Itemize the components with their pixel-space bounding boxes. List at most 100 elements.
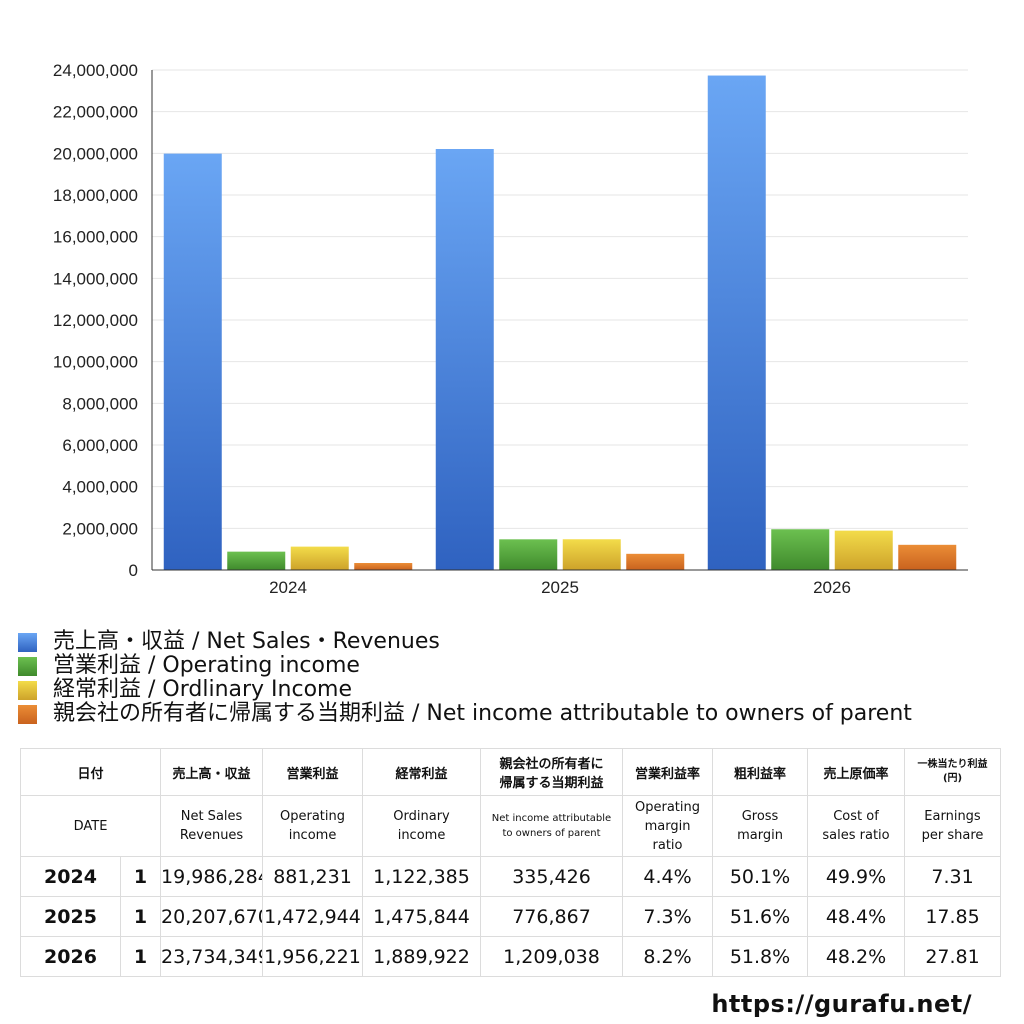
bar-2024-series-3 [354, 563, 413, 570]
header-cell: 経常利益 [362, 748, 482, 796]
value-cell: 50.1% [712, 856, 809, 897]
bar-2026-series-1 [771, 529, 830, 570]
header-cell: Net income attributable to owners of pare… [480, 795, 624, 857]
header-cell: DATE [19, 795, 162, 857]
bar-2024-series-1 [227, 551, 286, 570]
period-cell: 1 [119, 936, 162, 977]
y-tick-label: 22,000,000 [53, 103, 138, 122]
value-cell: 48.4% [807, 896, 906, 937]
bar-2025-series-0 [435, 149, 494, 570]
legend-swatch [18, 680, 37, 700]
bar-2026-series-0 [707, 75, 766, 570]
value-cell: 1,472,944 [262, 896, 364, 937]
y-tick-label: 20,000,000 [53, 144, 138, 163]
value-cell: 8.2% [622, 936, 714, 977]
legend-item: 営業利益 / Operating income [18, 654, 912, 678]
value-cell: 27.81 [904, 936, 1002, 977]
value-cell: 1,956,221 [262, 936, 364, 977]
value-cell: 881,231 [262, 856, 364, 897]
header-cell: Cost of sales ratio [807, 795, 906, 857]
header-cell: Operating income [262, 795, 364, 857]
header-row-jp: 日付 売上高・収益 営業利益 経常利益 親会社の所有者に 帰属する当期利益 営業利益率 粗利益… [19, 748, 1002, 796]
y-tick-label: 12,000,000 [53, 311, 138, 330]
header-cell: Net Sales Revenues [160, 795, 264, 857]
value-cell: 20,207,670 [160, 896, 264, 937]
legend-label: 経常利益 / Ordlinary Income [53, 677, 352, 702]
value-cell: 7.31 [904, 856, 1002, 897]
x-tick-label: 2026 [813, 578, 851, 597]
y-tick-label: 4,000,000 [62, 478, 138, 497]
value-cell: 51.8% [712, 936, 809, 977]
period-cell: 1 [119, 856, 162, 897]
header-cell: 粗利益率 [712, 748, 809, 796]
bar-2024-series-2 [290, 546, 349, 570]
header-cell: 営業利益率 [622, 748, 714, 796]
year-cell: 2025 [20, 896, 121, 937]
year-cell: 2026 [20, 936, 121, 977]
x-tick-label: 2024 [269, 578, 307, 597]
value-cell: 19,986,284 [160, 856, 264, 897]
value-cell: 51.6% [712, 896, 809, 937]
table-row: 2024 1 19,986,284 881,231 1,122,385 335,426 4.… [20, 856, 1002, 897]
bar-chart: 0 2,000,000 4,000,000 6,000,000 8,000,000 10,… [53, 61, 968, 597]
header-cell: 営業利益 [262, 748, 364, 796]
period-cell: 1 [119, 896, 162, 937]
value-cell: 335,426 [480, 856, 624, 897]
y-tick-label: 2,000,000 [62, 519, 138, 538]
value-cell: 23,734,349 [160, 936, 264, 977]
financial-table: 日付 売上高・収益 営業利益 経常利益 親会社の所有者に 帰属する当期利益 営業利益率 粗利益… [19, 748, 1002, 977]
table-body: 2024 1 19,986,284 881,231 1,122,385 335,426 4.… [20, 856, 1002, 977]
y-tick-label: 24,000,000 [53, 61, 138, 80]
y-tick-label: 0 [129, 561, 138, 580]
header-cell: 日付 [19, 748, 162, 796]
value-cell: 49.9% [807, 856, 906, 897]
header-row-en: DATE Net Sales Revenues Operating income Ordi… [19, 795, 1002, 857]
legend: 売上高・収益 / Net Sales・Revenues 営業利益 / Operat… [18, 630, 912, 726]
value-cell: 1,122,385 [362, 856, 482, 897]
legend-label: 売上高・収益 / Net Sales・Revenues [53, 629, 440, 654]
table-row: 2026 1 23,734,349 1,956,221 1,889,922 1,209,0… [20, 936, 1002, 977]
legend-swatch [18, 704, 37, 724]
bar-2026-series-3 [898, 544, 957, 570]
header-cell: Gross margin [712, 795, 809, 857]
bar-2025-series-1 [499, 539, 558, 570]
source-url: https://gurafu.net/ [711, 990, 972, 1018]
y-tick-label: 14,000,000 [53, 269, 138, 288]
legend-item: 親会社の所有者に帰属する当期利益 / Net income attributab… [18, 702, 912, 726]
y-tick-label: 6,000,000 [62, 436, 138, 455]
value-cell: 17.85 [904, 896, 1002, 937]
header-cell: Operating margin ratio [622, 795, 714, 857]
header-cell: 親会社の所有者に 帰属する当期利益 [480, 748, 624, 796]
value-cell: 7.3% [622, 896, 714, 937]
value-cell: 48.2% [807, 936, 906, 977]
bars [163, 75, 957, 570]
value-cell: 776,867 [480, 896, 624, 937]
value-cell: 1,475,844 [362, 896, 482, 937]
y-tick-label: 16,000,000 [53, 228, 138, 247]
header-cell: Ordinary income [362, 795, 482, 857]
value-cell: 1,209,038 [480, 936, 624, 977]
x-tick-label: 2025 [541, 578, 579, 597]
legend-label: 親会社の所有者に帰属する当期利益 / Net income attributab… [53, 701, 912, 726]
table-row: 2025 1 20,207,670 1,472,944 1,475,844 776,867… [20, 896, 1002, 937]
bar-2024-series-0 [163, 153, 222, 570]
legend-swatch [18, 632, 37, 652]
year-cell: 2024 [20, 856, 121, 897]
bar-2026-series-2 [834, 530, 893, 570]
header-cell: 売上原価率 [807, 748, 906, 796]
legend-label: 営業利益 / Operating income [53, 653, 360, 678]
y-tick-label: 18,000,000 [53, 186, 138, 205]
header-cell: Earnings per share [904, 795, 1002, 857]
grid-lines [152, 69, 968, 529]
value-cell: 1,889,922 [362, 936, 482, 977]
header-cell: 一株当たり利益 (円) [904, 748, 1002, 796]
legend-item: 売上高・収益 / Net Sales・Revenues [18, 630, 912, 654]
y-tick-label: 8,000,000 [62, 394, 138, 413]
y-tick-label: 10,000,000 [53, 353, 138, 372]
header-cell: 売上高・収益 [160, 748, 264, 796]
legend-item: 経常利益 / Ordlinary Income [18, 678, 912, 702]
value-cell: 4.4% [622, 856, 714, 897]
bar-2025-series-2 [562, 539, 621, 570]
legend-swatch [18, 656, 37, 676]
bar-2025-series-3 [626, 553, 685, 570]
